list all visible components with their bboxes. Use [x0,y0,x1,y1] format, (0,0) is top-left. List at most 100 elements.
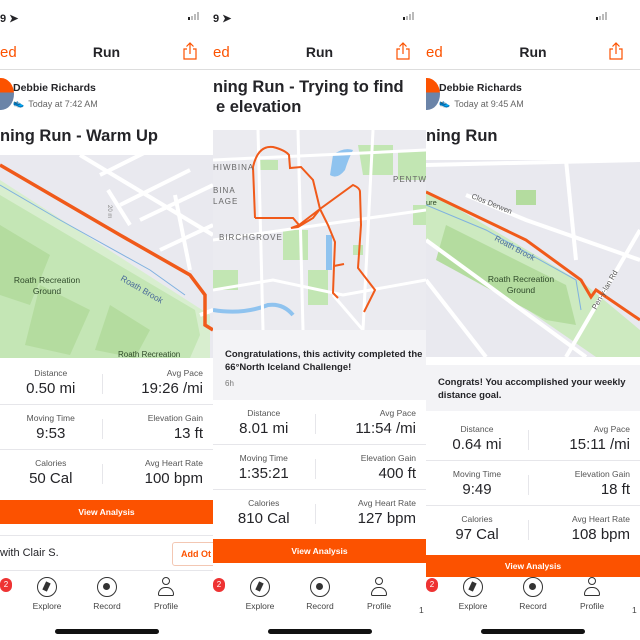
tab-record[interactable]: Record [295,577,345,611]
tab-explore[interactable]: Explore [235,577,285,611]
signal-icon [403,12,414,20]
group-activity-row: with Clair S. Add Ot [0,535,213,571]
stat-value: 810 Cal [237,510,290,527]
stat-value: 100 bpm [144,470,203,487]
stat-cell: Avg Heart Rate 100 bpm [101,458,214,487]
stat-cell: Calories 97 Cal [426,514,528,543]
back-button[interactable]: ed [426,44,443,61]
tab-bar: 2 Explore Record Profile 1 [426,575,640,620]
athlete-name[interactable]: Debbie Richards [13,82,96,94]
tab-label: Record [519,601,547,611]
nav-title: Run [519,44,547,60]
profile-icon [582,577,602,597]
stat-value: 15:11 /mi [569,435,630,453]
timestamp: Today at 9:45 AM [454,98,524,109]
stats-row: Moving Time 9:49 Elevation Gain 18 ft [426,461,640,506]
tab-bar: 2 Explore Record Profile [0,575,213,620]
stats-grid: Distance 0.50 mi Avg Pace 19:26 /mi Moving T… [0,360,213,495]
timestamp: Today at 7:42 AM [28,98,98,109]
stat-value: 1:35:21 [238,464,289,482]
stat-cell: Elevation Gain 400 ft [314,452,427,482]
tab-explore[interactable]: Explore [448,577,498,611]
stat-label: Avg Heart Rate [145,458,203,468]
record-icon [310,577,330,597]
stat-value: 400 ft [378,464,416,482]
route-map[interactable]: HIWBINA BINA LAGE BIRCHGROVE PENTW [213,130,426,330]
route-map[interactable]: Roath Recreation Ground Roath Brook Clos… [426,160,640,357]
stat-label: Calories [461,514,493,524]
add-others-button[interactable]: Add Ot [172,542,213,566]
stats-row: Calories 50 Cal Avg Heart Rate 100 bpm [0,450,213,495]
stats-grid: Distance 8.01 mi Avg Pace 11:54 /mi Moving T… [213,400,426,535]
stat-cell: Avg Heart Rate 127 bpm [314,498,427,527]
back-button[interactable]: ed [0,44,17,61]
tab-label: Record [306,601,334,611]
notification-badge[interactable]: 2 [0,578,12,592]
avatar[interactable] [426,78,440,110]
tab-profile[interactable]: Profile [141,577,191,611]
stat-value: 50 Cal [29,470,73,487]
view-analysis-button[interactable]: View Analysis [213,539,426,563]
goal-banner[interactable]: Congrats! You accomplished your weekly d… [426,365,640,411]
stat-value: 0.64 mi [452,435,502,453]
activity-screen-warm-up: 9 ➤ ed Run Debbie Richards 👟 Today at 7:4… [0,0,213,640]
share-icon[interactable] [183,42,197,60]
stat-cell: Moving Time 9:49 [426,469,528,498]
stat-value: 8.01 mi [239,419,289,437]
stat-cell: Elevation Gain 18 ft [528,469,640,498]
tab-profile[interactable]: Profile [567,577,617,611]
notification-badge[interactable]: 2 [426,578,438,592]
tab-partial[interactable]: 1 [419,605,424,615]
map-label-park-2: Ground [507,285,536,295]
signal-icon [188,12,199,20]
avatar[interactable] [0,78,14,110]
tab-label: Explore [245,601,275,611]
tab-label: Profile [579,601,605,611]
activity-title: ning Run - Warm Up [0,127,158,145]
nav-bar: ed Run [0,35,213,70]
stats-row: Calories 810 Cal Avg Heart Rate 127 bpm [213,490,426,535]
stat-label: Moving Time [26,412,75,423]
tab-partial[interactable]: 1 [632,605,637,615]
stat-label: Elevation Gain [360,452,416,463]
stat-value: 97 Cal [455,526,499,543]
map-label-pentwyn: PENTW [393,175,426,184]
tab-profile[interactable]: Profile [354,577,404,611]
location-arrow-icon: ➤ [222,13,232,25]
stat-cell: Avg Heart Rate 108 bpm [528,514,640,543]
back-button[interactable]: ed [213,44,230,61]
activity-time: 👟 Today at 7:42 AM [13,98,98,109]
activity-screen-weekly-goal: ed Run Debbie Richards 👟 Today at 9:45 AM… [426,0,640,640]
route-map[interactable]: Roath Recreation Ground Roath Brook Roat… [0,155,213,358]
stat-value: 19:26 /mi [141,379,203,397]
tab-explore[interactable]: Explore [22,577,72,611]
share-icon[interactable] [609,42,623,60]
stats-grid: Distance 0.64 mi Avg Pace 15:11 /mi Moving T… [426,416,640,551]
with-athlete-text: with Clair S. [0,547,59,559]
tab-record[interactable]: Record [82,577,132,611]
stat-label: Moving Time [452,468,502,479]
goal-text: Congrats! You accomplished your weekly [438,377,626,388]
stat-cell: Calories 50 Cal [0,458,102,487]
stat-value: 18 ft [600,480,630,498]
record-icon [97,577,117,597]
notification-badge[interactable]: 2 [213,578,225,592]
stat-label: Distance [247,407,281,418]
stats-row: Moving Time 1:35:21 Elevation Gain 400 ft [213,445,426,490]
map-label-road: 20 m [106,205,112,218]
map-label-whitchurch: HIWBINA [213,163,254,172]
athlete-name[interactable]: Debbie Richards [439,82,522,94]
status-time: 9 [0,12,7,25]
home-indicator [267,629,372,634]
share-icon[interactable] [396,42,410,60]
stat-label: Avg Pace [166,367,203,378]
stat-value: 13 ft [173,424,203,442]
view-analysis-button[interactable]: View Analysis [426,555,640,577]
status-bar: 9 ➤ [0,12,18,26]
nav-bar: ed Run [426,35,640,70]
view-analysis-button[interactable]: View Analysis [0,500,213,524]
activity-time: 👟 Today at 9:45 AM [439,98,524,109]
challenge-banner[interactable]: Congratulations, this activity completed… [213,330,426,400]
compass-icon [37,577,57,597]
tab-record[interactable]: Record [508,577,558,611]
